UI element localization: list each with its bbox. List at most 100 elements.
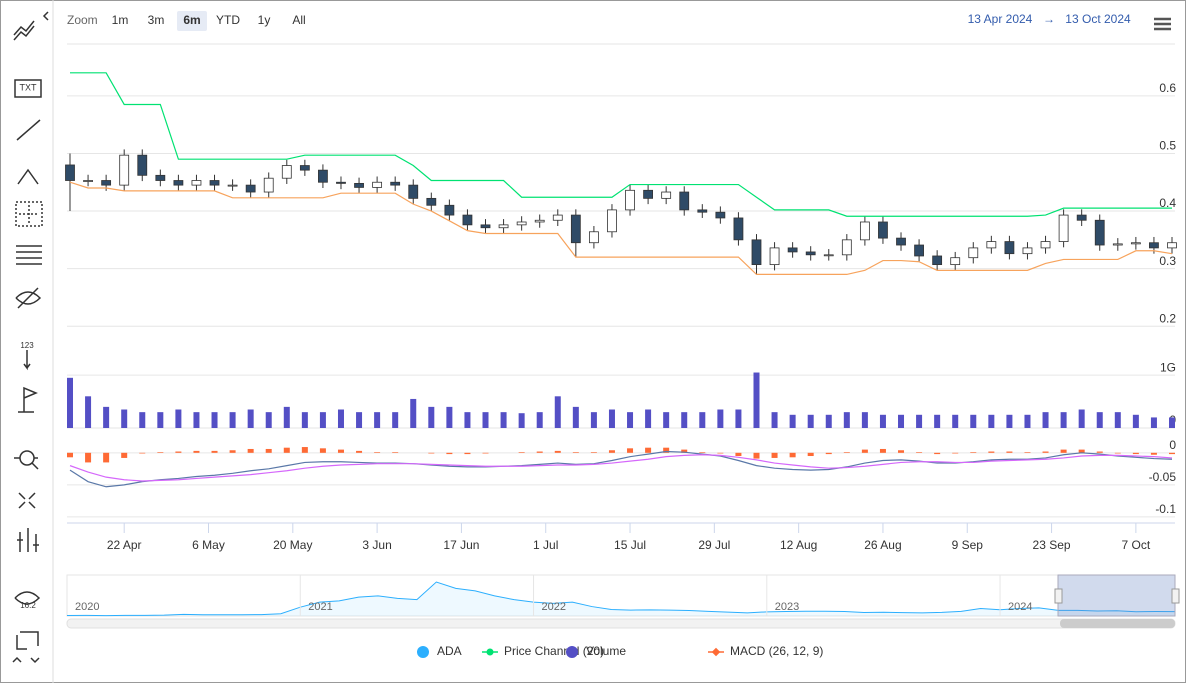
macd-histogram-bar xyxy=(175,451,182,453)
candle-body xyxy=(227,184,238,187)
candle-body xyxy=(769,247,780,266)
candle-body xyxy=(390,181,401,186)
macd-histogram-bar xyxy=(374,452,381,453)
macd-histogram-bar xyxy=(319,448,326,453)
navigator-selection[interactable] xyxy=(1057,574,1176,617)
indicators-icon[interactable] xyxy=(13,20,35,41)
candle-body xyxy=(968,247,979,259)
volume-bar xyxy=(554,396,561,428)
volume-bar xyxy=(1006,414,1013,428)
candle-body xyxy=(516,221,527,226)
range-button[interactable]: YTD xyxy=(216,13,240,27)
candle-body xyxy=(462,214,473,226)
candle-body xyxy=(534,219,545,223)
current-price-icon[interactable] xyxy=(14,591,41,605)
candle-body xyxy=(1058,214,1069,242)
toolbar-label: 16.2 xyxy=(20,601,36,610)
range-button[interactable]: 6m xyxy=(183,13,200,27)
navigator-handle[interactable] xyxy=(1171,588,1180,604)
scroll-icon[interactable] xyxy=(12,656,40,664)
volume-bar xyxy=(825,414,832,428)
legend-item[interactable]: Price Channel (20) xyxy=(504,644,604,658)
candle-body xyxy=(1094,219,1105,246)
volume-bar xyxy=(572,406,579,428)
crosshair-icon[interactable] xyxy=(15,201,43,227)
range-button-bg xyxy=(177,11,207,31)
fullscreen-icon[interactable] xyxy=(18,492,36,509)
legend-marker xyxy=(566,646,578,658)
volume-bar xyxy=(229,412,236,428)
legend-item[interactable]: MACD (26, 12, 9) xyxy=(730,644,823,658)
macd-histogram-bar xyxy=(1150,452,1157,455)
scrollbar-thumb[interactable] xyxy=(1060,619,1175,628)
toolbar-label: 123 xyxy=(20,341,34,350)
collapse-icon[interactable] xyxy=(42,11,49,21)
range-button[interactable]: 3m xyxy=(148,13,165,27)
vertical-counter-icon[interactable] xyxy=(23,350,31,371)
x-tick-label: 6 May xyxy=(192,538,225,552)
range-to[interactable]: 13 Oct 2024 xyxy=(1065,12,1131,26)
volume-bar xyxy=(1078,409,1085,428)
volume-bar xyxy=(157,412,164,428)
candle-body xyxy=(101,180,112,186)
volume-bar xyxy=(211,412,218,428)
macd-histogram-bar xyxy=(1096,451,1103,453)
y-tick-label: -0.05 xyxy=(1149,470,1177,484)
volume-bar xyxy=(356,412,363,428)
macd-histogram-bar xyxy=(392,452,399,453)
flag-icon[interactable] xyxy=(18,386,38,413)
candle-body xyxy=(245,184,256,193)
range-button[interactable]: 1y xyxy=(258,13,271,27)
navigator-line xyxy=(66,581,1176,617)
macd-histogram-bar xyxy=(735,452,742,457)
legend-item[interactable]: Volume xyxy=(586,644,626,658)
legend-item[interactable]: ADA xyxy=(437,644,462,658)
hide-icon[interactable] xyxy=(15,287,42,309)
macd-histogram-bar xyxy=(518,452,525,453)
volume-bar xyxy=(916,414,923,428)
navigator-label: 2020 xyxy=(75,601,99,613)
candle-body xyxy=(480,224,491,229)
macd-histogram-bar xyxy=(356,450,363,453)
zoom-icon-handle[interactable] xyxy=(14,457,39,470)
save-icon[interactable] xyxy=(16,631,39,650)
macd-histogram-bar xyxy=(879,448,886,453)
x-tick-label: 20 May xyxy=(273,538,312,552)
y-tick-label: 0.6 xyxy=(1159,81,1176,95)
range-button[interactable]: All xyxy=(292,13,305,27)
macd-histogram-bar xyxy=(663,447,670,453)
macd-histogram-bar xyxy=(753,452,760,459)
candle-body xyxy=(823,254,834,257)
measure-icon[interactable] xyxy=(17,168,39,185)
channel-top xyxy=(70,72,1172,217)
volume-bar xyxy=(446,406,453,428)
type-change-icon[interactable] xyxy=(17,528,39,552)
candle-body xyxy=(950,257,961,266)
line-icon[interactable] xyxy=(16,119,41,141)
macd-histogram-bar xyxy=(645,447,652,453)
navigator-handle[interactable] xyxy=(1054,588,1063,604)
fibonacci-icon[interactable] xyxy=(16,245,42,265)
menu-button[interactable] xyxy=(1154,17,1171,31)
volume-bar xyxy=(428,406,435,428)
volume-bar xyxy=(1132,414,1139,428)
candle-body xyxy=(787,247,798,253)
label-icon[interactable] xyxy=(14,79,42,98)
volume-bar xyxy=(627,412,634,428)
volume-bar xyxy=(1150,417,1157,428)
volume-bar xyxy=(337,409,344,428)
volume-bar xyxy=(753,372,760,428)
toolbar-label: TXT xyxy=(20,82,38,92)
range-from[interactable]: 13 Apr 2024 xyxy=(968,12,1033,26)
x-tick-label: 29 Jul xyxy=(698,538,730,552)
volume-bar xyxy=(1169,417,1175,428)
range-arrow: → xyxy=(1043,12,1055,26)
macd-histogram-bar xyxy=(807,452,814,457)
range-button[interactable]: 1m xyxy=(112,13,129,27)
volume-bar xyxy=(988,414,995,428)
candle-body xyxy=(1167,242,1177,249)
candle-body xyxy=(733,217,744,241)
y-tick-label: 0 xyxy=(1169,438,1176,452)
volume-bar xyxy=(139,412,146,428)
